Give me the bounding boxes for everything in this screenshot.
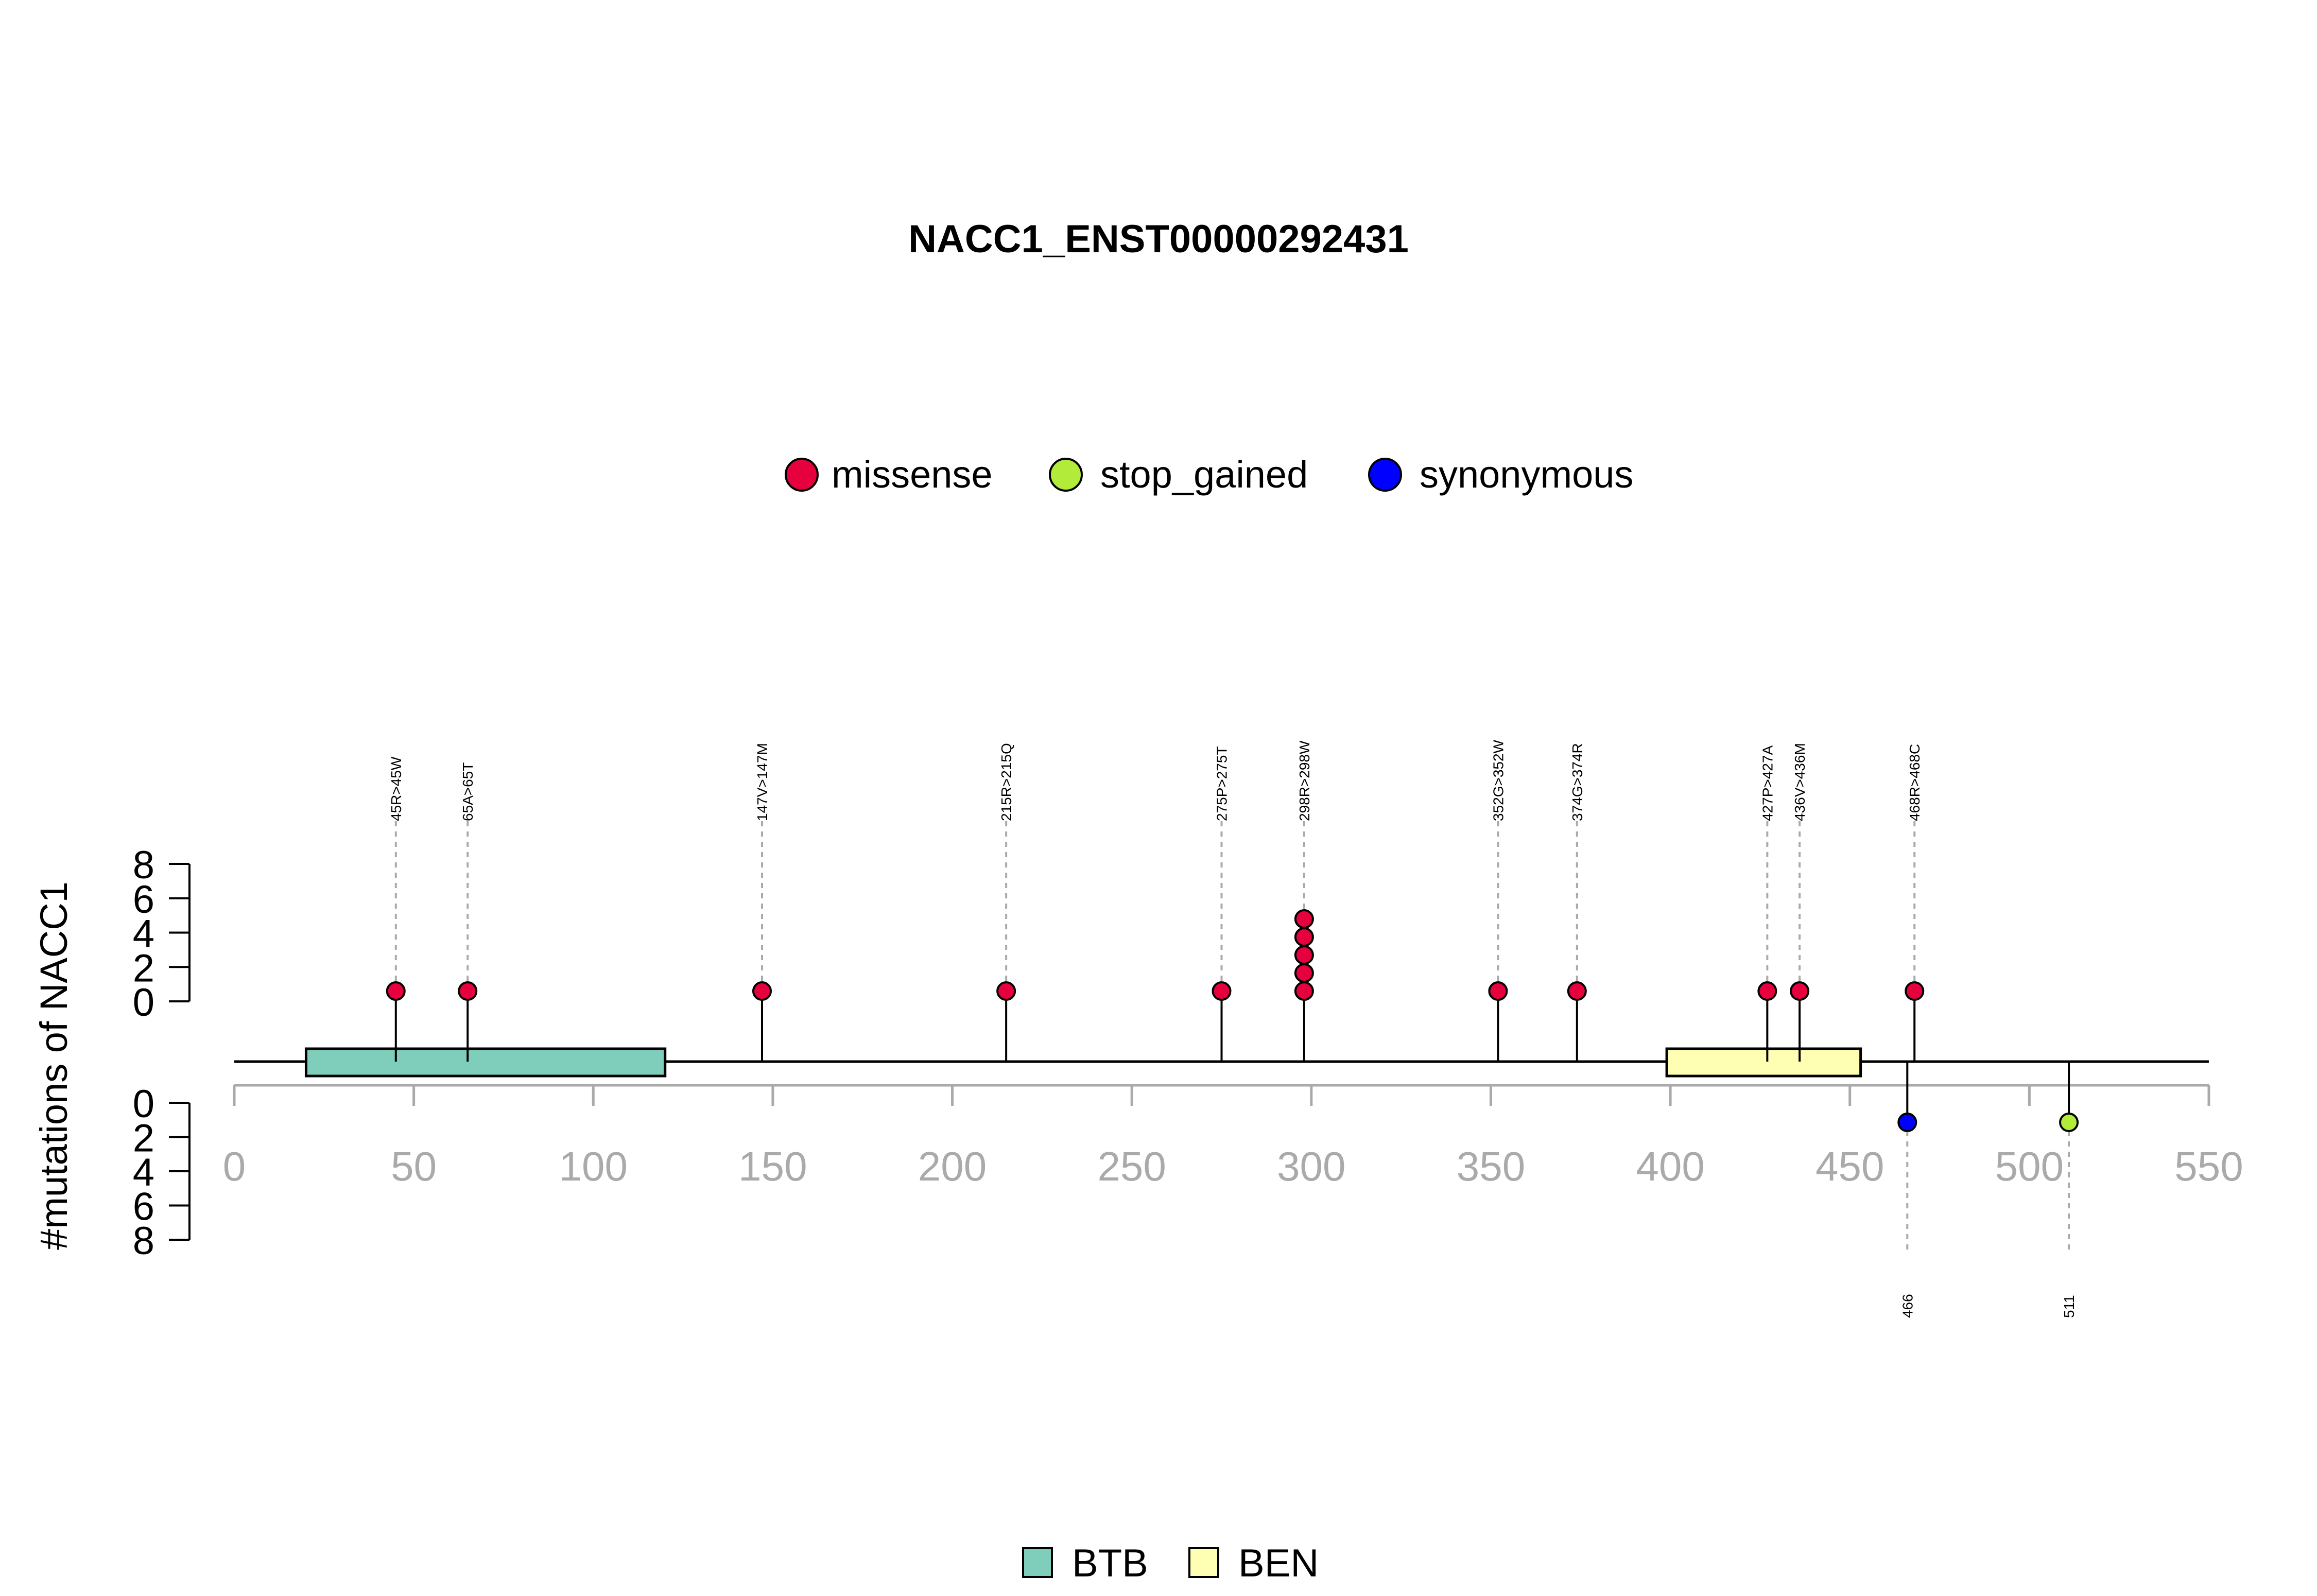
mutation-label-298R>298W: 298R>298W bbox=[1296, 740, 1312, 821]
mutation-label-352G>352W: 352G>352W bbox=[1490, 739, 1506, 821]
y-tick-label-top: 6 bbox=[133, 878, 154, 922]
mutation-point-45R>45W bbox=[386, 981, 406, 1001]
legend-label-synonymous: synonymous bbox=[1420, 453, 1633, 496]
mutation-point-298R>298W bbox=[1294, 927, 1314, 947]
legend-marker-missense bbox=[785, 458, 819, 492]
y-tick-label-top: 8 bbox=[133, 843, 154, 887]
mutation-point-466 bbox=[1897, 1113, 1917, 1132]
chart-title: NACC1_ENST00000292431 bbox=[908, 217, 1409, 261]
legend-label-stop_gained: stop_gained bbox=[1100, 453, 1308, 496]
legend-marker-synonymous bbox=[1368, 458, 1402, 492]
mutation-label-511: 511 bbox=[2061, 1295, 2077, 1318]
x-tick-label: 50 bbox=[391, 1143, 437, 1189]
y-tick-label-bottom: 4 bbox=[133, 1151, 154, 1194]
mutation-label-45R>45W: 45R>45W bbox=[388, 756, 404, 821]
mutation-point-147V>147M bbox=[752, 981, 772, 1001]
x-axis: 0 50 100 150 200 250 300 350 400 450 500 550 bbox=[223, 1084, 2243, 1189]
legend-swatch-BTB bbox=[1022, 1547, 1053, 1578]
domain-BTB bbox=[304, 1047, 667, 1078]
y-tick-label-bottom: 2 bbox=[133, 1117, 154, 1160]
y-axis-label: #mutations of NACC1 bbox=[32, 881, 75, 1250]
domain-BEN bbox=[1665, 1047, 1862, 1078]
legend-mutation-types: missense stop_gained synonymous bbox=[785, 453, 1633, 496]
x-tick-label: 0 bbox=[223, 1143, 246, 1189]
x-tick-label: 450 bbox=[1815, 1143, 1884, 1189]
mutation-label-436V>436M: 436V>436M bbox=[1792, 743, 1808, 821]
x-tick-label: 200 bbox=[918, 1143, 987, 1189]
mutation-stems bbox=[394, 821, 2070, 1251]
x-tick-label: 100 bbox=[559, 1143, 628, 1189]
mutation-label-427P>427A: 427P>427A bbox=[1759, 745, 1775, 821]
mutation-point-298R>298W bbox=[1294, 909, 1314, 929]
mutation-label-374G>374R: 374G>374R bbox=[1569, 743, 1585, 821]
protein-domains bbox=[304, 1047, 1862, 1078]
x-tick-label: 550 bbox=[2174, 1143, 2243, 1189]
mutation-label-147V>147M: 147V>147M bbox=[754, 743, 770, 821]
mutation-point-298R>298W bbox=[1294, 963, 1314, 983]
x-tick-label: 150 bbox=[738, 1143, 807, 1189]
x-tick-label: 250 bbox=[1097, 1143, 1166, 1189]
y-axis-label-group: #mutations of NACC1 bbox=[32, 881, 75, 1250]
y-tick-label-bottom: 0 bbox=[133, 1082, 154, 1126]
legend-swatch-BEN bbox=[1188, 1547, 1219, 1578]
legend-label-missense: missense bbox=[832, 453, 993, 496]
mutation-point-352G>352W bbox=[1488, 981, 1508, 1001]
mutation-point-65A>65T bbox=[458, 981, 478, 1001]
y-tick-label-top: 0 bbox=[133, 981, 154, 1025]
legend-marker-stop_gained bbox=[1049, 458, 1083, 492]
mutation-label-65A>65T: 65A>65T bbox=[460, 762, 476, 821]
mutation-point-374G>374R bbox=[1567, 981, 1587, 1001]
y-tick-label-top: 2 bbox=[133, 946, 154, 990]
x-tick-label: 500 bbox=[1995, 1143, 2064, 1189]
y-tick-label-bottom: 6 bbox=[133, 1185, 154, 1229]
mutation-point-298R>298W bbox=[1294, 945, 1314, 965]
x-tick-label: 300 bbox=[1277, 1143, 1345, 1189]
mutation-label-215R>215Q: 215R>215Q bbox=[998, 743, 1014, 821]
y-tick-label-top: 4 bbox=[133, 912, 154, 956]
mutation-point-436V>436M bbox=[1790, 981, 1810, 1001]
mutation-labels: 45R>45W 65A>65T 147V>147M 215R>215Q 275P>275… bbox=[388, 739, 2077, 1318]
mutation-label-275P>275T: 275P>275T bbox=[1214, 746, 1230, 821]
x-tick-label: 350 bbox=[1457, 1143, 1525, 1189]
mutation-point-275P>275T bbox=[1212, 981, 1232, 1001]
mutation-point-215R>215Q bbox=[996, 981, 1016, 1001]
mutation-points bbox=[386, 909, 2079, 1132]
x-tick-label: 400 bbox=[1636, 1143, 1704, 1189]
mutation-point-298R>298W bbox=[1294, 981, 1314, 1001]
mutation-point-427P>427A bbox=[1757, 981, 1777, 1001]
mutation-point-468R>468C bbox=[1905, 981, 1925, 1001]
y-tick-label-bottom: 8 bbox=[133, 1219, 154, 1263]
mutation-label-466: 466 bbox=[1899, 1294, 1915, 1318]
mutation-point-511 bbox=[2059, 1113, 2079, 1132]
legend-label-BTB: BTB bbox=[1072, 1541, 1148, 1585]
legend-domains: BTB BEN bbox=[1022, 1541, 1319, 1585]
mutation-label-468R>468C: 468R>468C bbox=[1907, 744, 1923, 821]
legend-label-BEN: BEN bbox=[1238, 1541, 1319, 1585]
